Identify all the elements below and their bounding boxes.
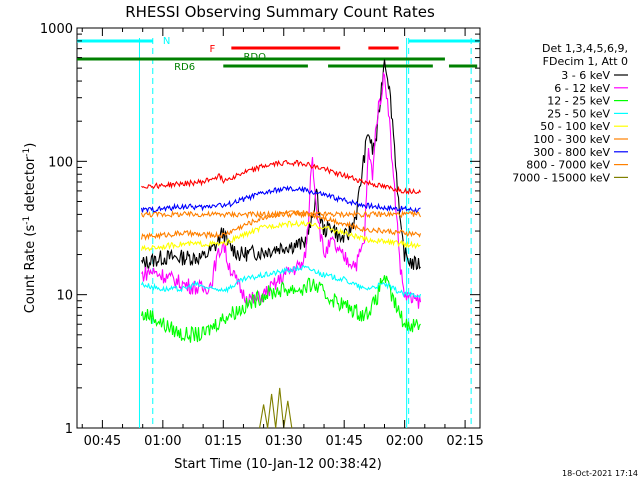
y-tick-label: 1000 (40, 22, 73, 37)
y-axis-label-sup: -1 (22, 148, 32, 157)
series-line (140, 264, 422, 299)
legend-label: 3 - 6 keV (561, 69, 610, 82)
y-axis-label-part: ) (23, 143, 38, 148)
x-axis-label: Start Time (10-Jan-12 00:38:42) (174, 457, 382, 472)
series-line (141, 71, 422, 309)
status-bar-label: RDO (243, 52, 266, 63)
series-line (140, 219, 421, 252)
legend-label: 25 - 50 keV (547, 107, 610, 120)
series-line (259, 387, 293, 429)
legend-header: Det 1,3,4,5,6,9, (542, 42, 628, 55)
status-bar-label: F (209, 44, 215, 55)
y-tick-label: 100 (48, 155, 73, 170)
legend-label: 6 - 12 keV (554, 82, 610, 95)
x-tick-label: 00:45 (84, 434, 121, 449)
legend-label: 300 - 800 keV (533, 146, 610, 159)
x-tick-label: 01:15 (205, 434, 242, 449)
plot-frame (76, 27, 481, 429)
series-line (140, 275, 421, 343)
x-tick-label: 01:00 (144, 434, 181, 449)
y-tick-label: 10 (56, 289, 73, 304)
series-line (140, 185, 421, 214)
footer-date: 18-Oct-2021 17:14 (562, 469, 638, 478)
y-axis-label-part: Count Rate (s (23, 225, 38, 314)
y-tick-label: 1 (65, 422, 73, 437)
y-axis-label-part: detector (23, 156, 38, 216)
legend-label: 12 - 25 keV (547, 95, 610, 108)
series-line (141, 59, 421, 271)
y-axis-label: Count Rate (s-1 detector-1) (22, 143, 38, 314)
x-tick-label: 01:45 (325, 434, 362, 449)
x-tick-label: 01:30 (265, 434, 302, 449)
y-axis-label-sup: -1 (22, 216, 32, 225)
x-tick-label: 02:15 (446, 434, 483, 449)
legend-header: FDecim 1, Att 0 (543, 55, 628, 68)
series-line (141, 159, 421, 195)
series-line (140, 209, 422, 241)
legend-label: 50 - 100 keV (540, 120, 610, 133)
chart-title: RHESSI Observing Summary Count Rates (125, 3, 435, 21)
status-bar-label: N (163, 36, 170, 47)
legend-label: 800 - 7000 keV (526, 159, 610, 172)
legend-label: 7000 - 15000 keV (512, 171, 610, 184)
series-line (140, 209, 421, 219)
legend-label: 100 - 300 keV (533, 133, 610, 146)
status-bar-label: RD6 (174, 62, 195, 73)
x-tick-label: 02:00 (386, 434, 423, 449)
